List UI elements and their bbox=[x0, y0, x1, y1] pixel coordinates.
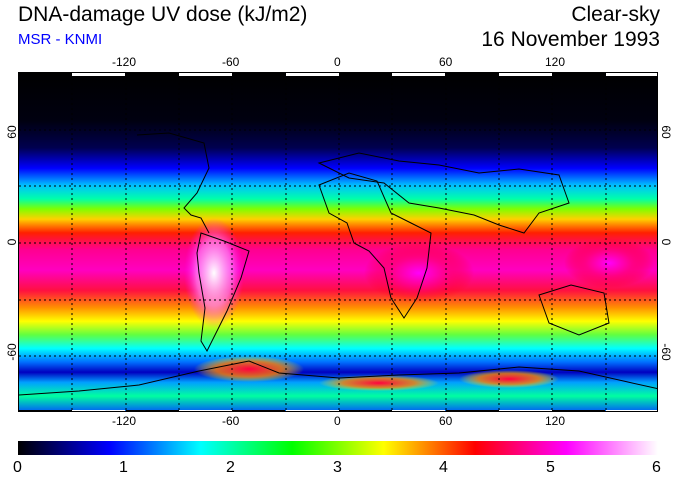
uv-field bbox=[19, 73, 657, 411]
colorbar-label: 6 bbox=[652, 459, 661, 476]
pacific-high-dose bbox=[564, 238, 654, 288]
lon-tick-bottom: 120 bbox=[545, 414, 566, 428]
lon-tick-top: 60 bbox=[439, 55, 453, 69]
lon-tick-top: -60 bbox=[222, 55, 240, 69]
colorbar-label: 5 bbox=[546, 459, 555, 476]
andes-high-dose bbox=[184, 218, 244, 328]
lon-tick-bottom: 0 bbox=[334, 414, 341, 428]
lat-tick-right: 0 bbox=[659, 238, 673, 246]
lat-tick-left: 0 bbox=[5, 238, 19, 246]
eurasia-coast bbox=[317, 152, 570, 234]
australia-coast bbox=[538, 284, 610, 336]
sky-condition-label: Clear-sky bbox=[571, 3, 660, 26]
graticule bbox=[19, 73, 657, 411]
lat-tick-right: 60 bbox=[659, 125, 673, 139]
antarctica-dose-b bbox=[459, 370, 559, 388]
africa-coast bbox=[318, 172, 432, 319]
lon-tick-top: 0 bbox=[334, 55, 341, 69]
africa-high-dose bbox=[364, 243, 474, 303]
colorbar bbox=[18, 441, 658, 455]
lon-tick-bottom: -60 bbox=[222, 414, 240, 428]
south-america-coast bbox=[196, 232, 250, 353]
colorbar-label: 3 bbox=[333, 459, 342, 476]
colorbar-label: 2 bbox=[226, 459, 235, 476]
colorbar-label: 0 bbox=[13, 459, 22, 476]
antarctica-dose-a bbox=[319, 375, 439, 391]
lon-tick-top: 120 bbox=[545, 55, 566, 69]
date-label: 16 November 1993 bbox=[481, 28, 660, 51]
lon-tick-bottom: -120 bbox=[112, 414, 137, 428]
lon-tick-bottom: 60 bbox=[439, 414, 453, 428]
lon-tick-top: -120 bbox=[112, 55, 137, 69]
antarctic-peninsula-dose bbox=[194, 356, 304, 382]
frame-ticks bbox=[19, 73, 657, 411]
lat-tick-right: -60 bbox=[659, 343, 673, 361]
lat-tick-left: 60 bbox=[5, 125, 19, 139]
colorbar-label: 4 bbox=[439, 459, 448, 476]
uv-dose-map bbox=[18, 72, 658, 412]
lat-tick-left: -60 bbox=[5, 343, 19, 361]
source-label: MSR - KNMI bbox=[18, 31, 103, 48]
north-america-coast bbox=[136, 132, 210, 234]
colorbar-label: 1 bbox=[119, 459, 128, 476]
chart-title: DNA-damage UV dose (kJ/m2) bbox=[18, 3, 308, 26]
antarctica-coast bbox=[19, 360, 657, 396]
